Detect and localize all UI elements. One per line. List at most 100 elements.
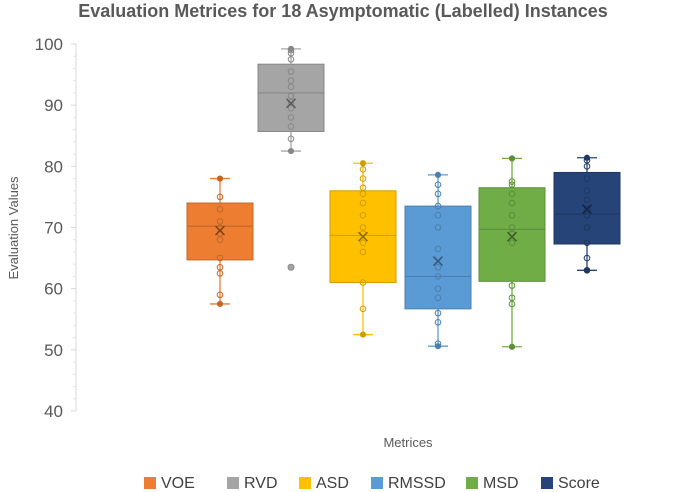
data-point bbox=[434, 319, 442, 326]
data-point bbox=[434, 245, 442, 253]
data-point bbox=[287, 92, 295, 100]
legend-label: RMSSD bbox=[388, 475, 446, 492]
iqr-box bbox=[478, 187, 546, 282]
max-point bbox=[287, 45, 295, 52]
legend-swatch bbox=[371, 477, 383, 489]
data-point bbox=[216, 254, 224, 262]
legend-label: MSD bbox=[483, 475, 519, 492]
data-point bbox=[216, 263, 224, 271]
data-point bbox=[287, 77, 295, 84]
data-point bbox=[359, 279, 367, 286]
data-point bbox=[359, 190, 367, 198]
box-score bbox=[553, 154, 621, 274]
legend-swatch bbox=[299, 477, 311, 489]
data-point bbox=[359, 224, 367, 231]
data-point bbox=[216, 291, 224, 299]
data-point bbox=[434, 309, 442, 317]
data-point bbox=[583, 211, 591, 219]
mean-marker bbox=[506, 231, 518, 242]
min-point bbox=[359, 331, 367, 338]
y-tick-label: 70 bbox=[44, 219, 63, 238]
data-point bbox=[583, 196, 591, 204]
data-point bbox=[287, 68, 295, 75]
mean-marker bbox=[357, 231, 369, 242]
data-point bbox=[583, 224, 591, 231]
data-point bbox=[583, 205, 591, 213]
data-point bbox=[434, 263, 442, 271]
legend-swatch bbox=[144, 477, 156, 489]
data-point bbox=[434, 285, 442, 292]
data-point bbox=[508, 224, 516, 231]
legend-item-voe: VOE bbox=[144, 475, 195, 492]
legend-item-asd: ASD bbox=[299, 475, 349, 492]
data-point bbox=[216, 218, 224, 225]
data-point bbox=[287, 104, 295, 112]
legend: VOE RVD ASD RMSSD MSD Score bbox=[144, 475, 600, 492]
data-point bbox=[508, 300, 516, 308]
data-point bbox=[583, 239, 591, 247]
box-rmssd bbox=[404, 171, 472, 350]
data-point bbox=[287, 123, 295, 130]
boxes bbox=[186, 45, 621, 350]
min-point bbox=[287, 147, 295, 155]
legend-label: RVD bbox=[244, 475, 278, 492]
max-point bbox=[216, 175, 224, 182]
mean-marker bbox=[432, 256, 444, 267]
y-tick-label: 100 bbox=[35, 35, 63, 54]
y-tick-label: 90 bbox=[44, 96, 63, 115]
min-point bbox=[216, 300, 224, 308]
max-point bbox=[508, 155, 516, 162]
data-point bbox=[434, 181, 442, 188]
data-point bbox=[583, 187, 591, 195]
y-tick-label: 60 bbox=[44, 280, 63, 299]
data-point bbox=[583, 163, 591, 170]
data-point bbox=[359, 211, 367, 219]
max-point bbox=[583, 154, 591, 161]
mean-marker bbox=[285, 98, 297, 109]
data-point bbox=[216, 193, 224, 201]
data-point bbox=[216, 205, 224, 213]
y-tick-label: 40 bbox=[44, 402, 63, 421]
box-asd bbox=[329, 160, 397, 338]
data-point bbox=[508, 239, 516, 247]
chart-title: Evaluation Metrices for 18 Asymptomatic … bbox=[78, 1, 608, 21]
min-point bbox=[434, 343, 442, 350]
box-voe bbox=[186, 175, 254, 308]
min-point bbox=[508, 343, 516, 350]
data-point bbox=[434, 211, 442, 219]
data-point bbox=[287, 55, 295, 63]
data-point bbox=[216, 270, 224, 277]
min-point bbox=[583, 267, 591, 274]
data-point bbox=[287, 114, 295, 121]
data-point bbox=[359, 175, 367, 182]
legend-swatch bbox=[466, 477, 478, 489]
iqr-box bbox=[404, 205, 472, 310]
legend-swatch bbox=[541, 477, 553, 489]
legend-label: Score bbox=[558, 475, 600, 492]
data-point bbox=[583, 254, 591, 262]
data-point bbox=[359, 248, 367, 256]
data-point bbox=[359, 305, 367, 313]
data-point bbox=[434, 273, 442, 280]
legend-swatch bbox=[227, 477, 239, 489]
legend-item-msd: MSD bbox=[466, 475, 519, 492]
data-point bbox=[508, 178, 516, 185]
data-point bbox=[583, 175, 591, 182]
data-point bbox=[508, 181, 516, 188]
box-msd bbox=[478, 155, 546, 350]
data-point bbox=[508, 199, 516, 207]
data-point bbox=[508, 190, 516, 198]
data-point bbox=[287, 98, 295, 106]
legend-item-score: Score bbox=[541, 475, 600, 492]
max-point bbox=[434, 171, 442, 178]
legend-label: ASD bbox=[316, 475, 349, 492]
legend-item-rmssd: RMSSD bbox=[371, 475, 446, 492]
mean-marker bbox=[214, 225, 226, 236]
data-point bbox=[216, 236, 224, 244]
data-point bbox=[434, 224, 442, 231]
data-point bbox=[434, 202, 442, 210]
x-axis-label: Metrices bbox=[383, 435, 433, 450]
data-point bbox=[359, 184, 367, 192]
y-axis-label: Evaluation Values bbox=[6, 176, 21, 280]
